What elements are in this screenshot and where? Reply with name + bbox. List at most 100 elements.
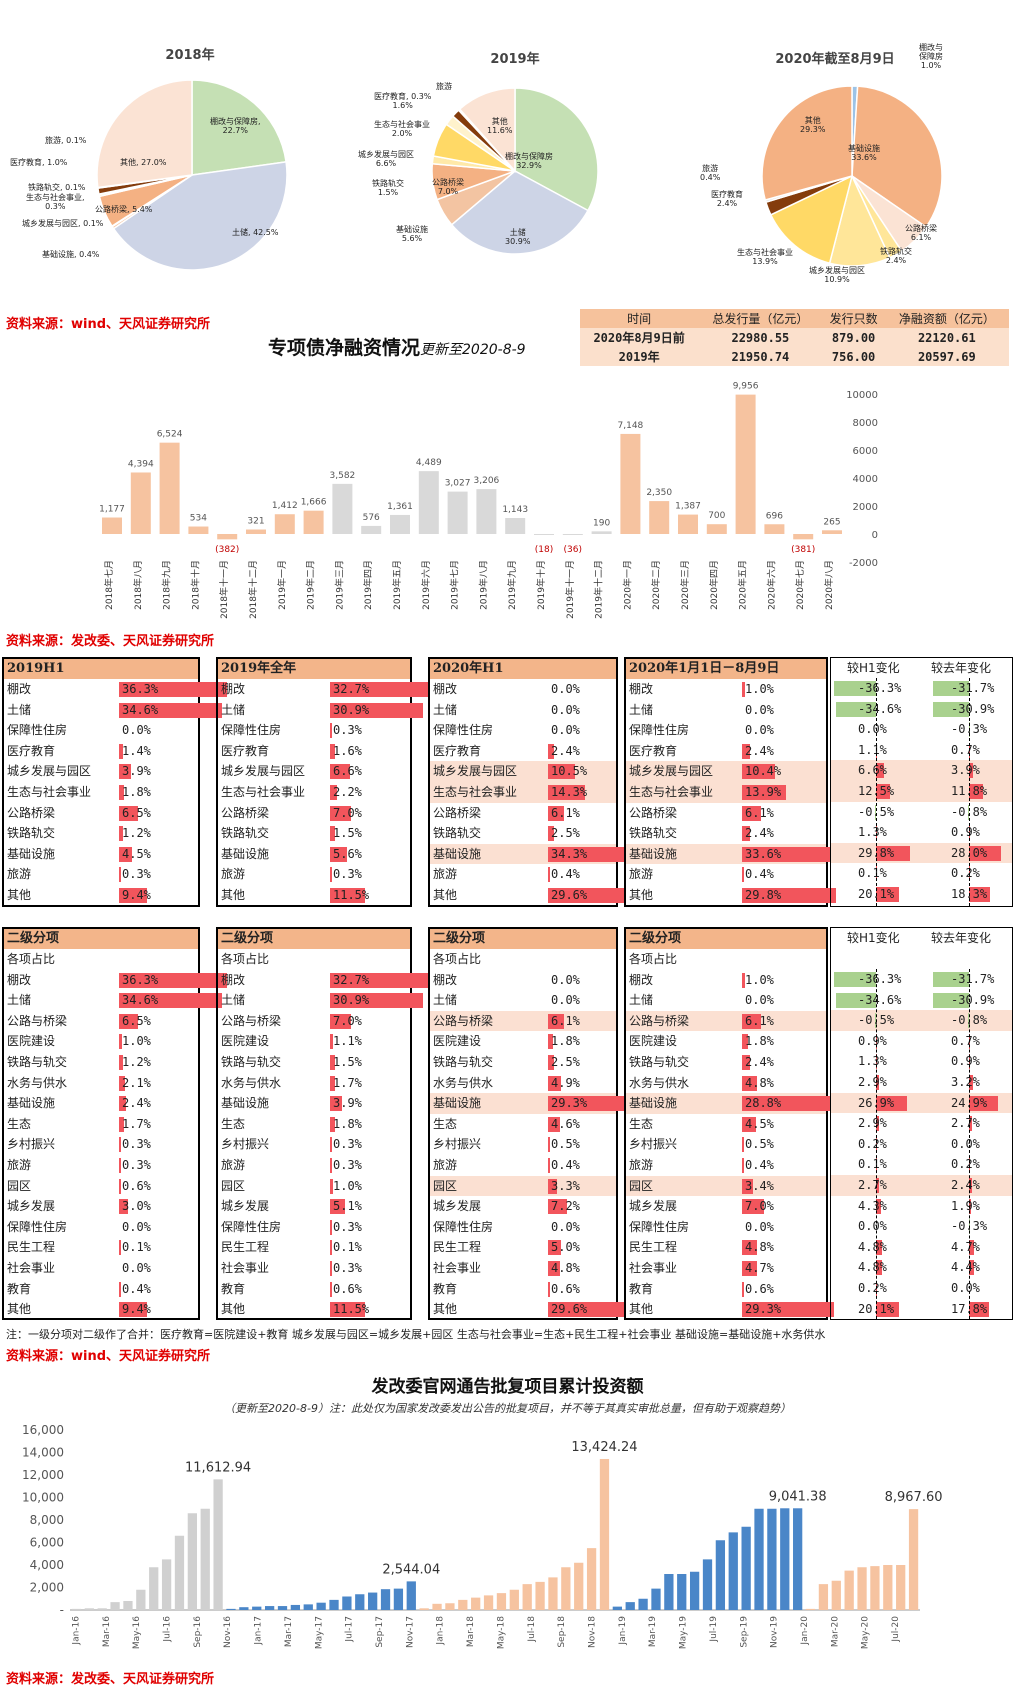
table-header: 二级分项	[626, 929, 826, 949]
net-category-label: 2020年四月	[708, 560, 720, 610]
row-value: 13.9%	[745, 784, 782, 799]
change-table: 较H1变化 较去年变化 -36.3% -31.7% -34.6% -30.9% -0.5% -…	[830, 927, 1013, 1320]
ndrc-bar	[380, 1589, 391, 1610]
pie-title-2018: 2018年	[165, 48, 215, 63]
table-row: 基础设施 5.6%	[218, 844, 410, 865]
table-row: 其他 29.6%	[430, 1299, 625, 1320]
row-value: 1.8%	[745, 1034, 774, 1049]
table-row: 棚改 0.0%	[430, 679, 616, 700]
row-label: 各项占比	[7, 952, 56, 966]
ndrc-bar	[483, 1595, 494, 1610]
row-label: 基础设施	[629, 1096, 678, 1111]
ndrc-x-tick: Mar-17	[284, 1616, 294, 1647]
ndrc-bar	[677, 1574, 687, 1610]
share-bar	[119, 1157, 121, 1173]
change-value: 0.2%	[858, 1280, 887, 1295]
row-value: 0.0%	[122, 1260, 151, 1275]
row-label: 生态与社会事业	[7, 784, 92, 799]
row-value: 4.6%	[551, 1116, 580, 1131]
table-row: 水务与供水 4.8%	[626, 1073, 826, 1094]
pie-label: 城乡发展与园区 10.9%	[809, 266, 865, 284]
net-category-label: 2018年七月	[103, 560, 115, 610]
net-category-label: 2019年三月	[333, 560, 345, 610]
table-row: 城乡发展与园区 3.9%	[4, 761, 198, 782]
row-label: 铁路轨交	[433, 826, 482, 841]
ndrc-bar	[355, 1594, 365, 1610]
summary-cell: 2019年	[580, 347, 699, 366]
ndrc-bar	[741, 1526, 751, 1610]
share-bar	[330, 1157, 332, 1173]
row-value: 29.6%	[551, 1302, 588, 1317]
net-bar	[822, 530, 842, 534]
row-label: 基础设施	[221, 846, 270, 861]
row-label: 各项占比	[433, 952, 482, 966]
share-bar	[119, 1116, 125, 1132]
share-bar	[330, 784, 337, 800]
share-bar	[330, 682, 429, 697]
table-row: 民生工程 4.8%	[626, 1237, 826, 1258]
net-value-label: (36)	[564, 545, 582, 555]
ndrc-x-tick: Jul-19	[709, 1616, 719, 1643]
table-subheader: 各项占比	[626, 949, 826, 970]
ndrc-bar	[780, 1508, 790, 1610]
net-value-label: 1,361	[387, 502, 413, 512]
share-bar	[330, 1116, 336, 1132]
share-table: 二级分项 各项占比 棚改 1.0% 土储 0.0% 公路与桥梁 6.1% 医院建设 1.8% 铁路与…	[624, 927, 835, 1320]
ndrc-chart-title: 发改委官网通告批复项目累计投资额	[371, 1377, 644, 1397]
ndrc-bar	[702, 1559, 713, 1610]
share-bar	[330, 764, 350, 780]
ndrc-bar	[574, 1562, 584, 1610]
change-value: 1.3%	[858, 1054, 887, 1069]
net-value-label: 534	[190, 514, 207, 524]
net-value-label: 576	[363, 513, 380, 523]
row-label: 保障性住房	[433, 1219, 494, 1234]
table-row: 生态 1.7%	[4, 1114, 198, 1135]
ndrc-bar	[303, 1604, 313, 1610]
row-label: 旅游	[629, 1157, 654, 1172]
row-label: 保障性住房	[433, 723, 494, 738]
change-value: 1.9%	[951, 1198, 980, 1213]
row-value: 0.4%	[551, 867, 580, 882]
table-row: 基础设施 34.3%	[430, 843, 637, 865]
row-label: 棚改	[433, 972, 458, 987]
ndrc-x-tick: Nov-18	[588, 1616, 598, 1648]
share-bar	[742, 846, 848, 862]
row-value: 1.5%	[333, 1054, 362, 1069]
table-row: 教育 0.6%	[218, 1279, 410, 1300]
share-bar	[742, 1054, 750, 1070]
row-value: 0.3%	[333, 1157, 362, 1172]
row-label: 乡村振兴	[629, 1137, 678, 1152]
table-header: 2020年H1	[430, 659, 616, 679]
table-row: 棚改 36.3%	[4, 970, 227, 991]
share-bar	[119, 1054, 123, 1070]
table-header: 2020年1月1日－8月9日	[626, 659, 826, 679]
row-label: 土储	[221, 702, 246, 717]
share-bar	[548, 1096, 624, 1112]
row-value: 0.3%	[333, 867, 362, 882]
table-row: 城乡发展与园区 6.6%	[218, 761, 410, 782]
pie-label: 基础设施, 0.4%	[42, 250, 100, 259]
row-value: 2.4%	[551, 743, 580, 758]
table-row: 园区 3.3%	[430, 1175, 616, 1197]
change-row: 0.1% 0.2%	[831, 1154, 1012, 1175]
change-row: 1.3% 0.9%	[831, 1051, 1012, 1072]
axis-line	[969, 678, 970, 906]
table-row: 社会事业 4.8%	[430, 1258, 616, 1279]
row-label: 保障性住房	[629, 723, 690, 738]
row-label: 旅游	[433, 867, 458, 882]
row-label: 教育	[433, 1281, 458, 1296]
net-bar	[706, 524, 727, 534]
row-label: 旅游	[7, 1157, 32, 1172]
row-value: 0.3%	[333, 1219, 362, 1234]
ndrc-bar	[496, 1593, 507, 1610]
ndrc-bar	[161, 1559, 172, 1610]
ndrc-bar	[277, 1606, 288, 1610]
net-category-label: 2019年九月	[506, 560, 518, 610]
ndrc-bar	[471, 1597, 481, 1610]
share-bar	[742, 1013, 762, 1029]
row-value: 0.4%	[551, 1157, 580, 1172]
row-label: 生态与社会事业	[433, 784, 518, 799]
change-row: 29.8% 28.0%	[831, 842, 1012, 864]
share-bar	[119, 1137, 121, 1153]
table-row: 水务与供水 1.7%	[218, 1073, 410, 1094]
